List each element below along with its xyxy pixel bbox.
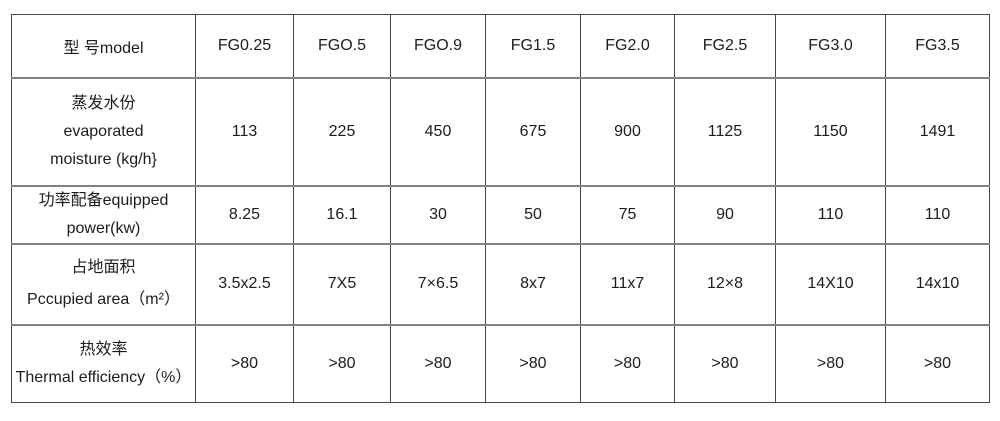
value-cell: 30 bbox=[390, 184, 486, 245]
value-cell: 14X10 bbox=[775, 242, 886, 326]
value-cell: 7×6.5 bbox=[390, 242, 486, 326]
model-header-cell: FG3.5 bbox=[885, 14, 990, 79]
model-header-cell: FG0.25 bbox=[195, 14, 294, 79]
value-cell: 450 bbox=[390, 76, 486, 187]
value-cell: >80 bbox=[195, 323, 294, 403]
value-cell: 113 bbox=[195, 76, 294, 187]
model-header-cell: FG1.5 bbox=[485, 14, 581, 79]
value-cell: 16.1 bbox=[293, 184, 391, 245]
model-header-cell: FG2.0 bbox=[580, 14, 675, 79]
value-cell: 8.25 bbox=[195, 184, 294, 245]
table-header-row: 型 号model FG0.25 FGO.5 FGO.9 FG1.5 FG2.0 … bbox=[11, 14, 990, 79]
model-header-cell: FGO.5 bbox=[293, 14, 391, 79]
model-header-cell: FGO.9 bbox=[390, 14, 486, 79]
row-label-evaporated-moisture: 蒸发水份 evaporated moisture (kg/h} bbox=[11, 76, 196, 187]
row-label-line: Pccupied area（m²） bbox=[27, 291, 180, 308]
spec-table: 型 号model FG0.25 FGO.5 FGO.9 FG1.5 FG2.0 … bbox=[11, 14, 990, 403]
value-cell: >80 bbox=[775, 323, 886, 403]
table-row-occupied-area: 占地面积 Pccupied area（m²） 3.5x2.5 7X5 7×6.5… bbox=[11, 242, 990, 326]
row-label-line: 热效率 bbox=[79, 340, 128, 358]
row-label-line: 蒸发水份 bbox=[71, 94, 136, 112]
table-row-evaporated-moisture: 蒸发水份 evaporated moisture (kg/h} 113 225 … bbox=[11, 76, 990, 187]
value-cell: 8x7 bbox=[485, 242, 581, 326]
row-label-occupied-area: 占地面积 Pccupied area（m²） bbox=[11, 242, 196, 326]
value-cell: >80 bbox=[293, 323, 391, 403]
row-label-line: 占地面积 bbox=[71, 259, 136, 276]
model-header-cell: FG2.5 bbox=[674, 14, 776, 79]
value-cell: 7X5 bbox=[293, 242, 391, 326]
value-cell: >80 bbox=[674, 323, 776, 403]
value-cell: 50 bbox=[485, 184, 581, 245]
row-label-thermal-efficiency: 热效率 Thermal efficiency（%） bbox=[11, 323, 196, 403]
value-cell: 110 bbox=[885, 184, 990, 245]
value-cell: 225 bbox=[293, 76, 391, 187]
value-cell: >80 bbox=[580, 323, 675, 403]
value-cell: 900 bbox=[580, 76, 675, 187]
row-label-line: power(kw) bbox=[66, 219, 141, 237]
value-cell: >80 bbox=[485, 323, 581, 403]
row-label-line: Thermal efficiency（%） bbox=[15, 368, 192, 386]
model-header-cell: FG3.0 bbox=[775, 14, 886, 79]
value-cell: 1491 bbox=[885, 76, 990, 187]
value-cell: >80 bbox=[885, 323, 990, 403]
row-label-line: 功率配备equipped bbox=[38, 191, 169, 209]
table-row-thermal-efficiency: 热效率 Thermal efficiency（%） >80 >80 >80 >8… bbox=[11, 323, 990, 403]
value-cell: 1150 bbox=[775, 76, 886, 187]
value-cell: 75 bbox=[580, 184, 675, 245]
value-cell: 110 bbox=[775, 184, 886, 245]
value-cell: 3.5x2.5 bbox=[195, 242, 294, 326]
header-label-model: 型 号model bbox=[11, 14, 196, 79]
value-cell: >80 bbox=[390, 323, 486, 403]
value-cell: 1125 bbox=[674, 76, 776, 187]
value-cell: 14x10 bbox=[885, 242, 990, 326]
value-cell: 90 bbox=[674, 184, 776, 245]
value-cell: 675 bbox=[485, 76, 581, 187]
row-label-equipped-power: 功率配备equipped power(kw) bbox=[11, 184, 196, 245]
value-cell: 11x7 bbox=[580, 242, 675, 326]
table-row-equipped-power: 功率配备equipped power(kw) 8.25 16.1 30 50 7… bbox=[11, 184, 990, 245]
value-cell: 12×8 bbox=[674, 242, 776, 326]
row-label-line: moisture (kg/h} bbox=[50, 150, 157, 168]
row-label-line: evaporated bbox=[63, 122, 144, 140]
